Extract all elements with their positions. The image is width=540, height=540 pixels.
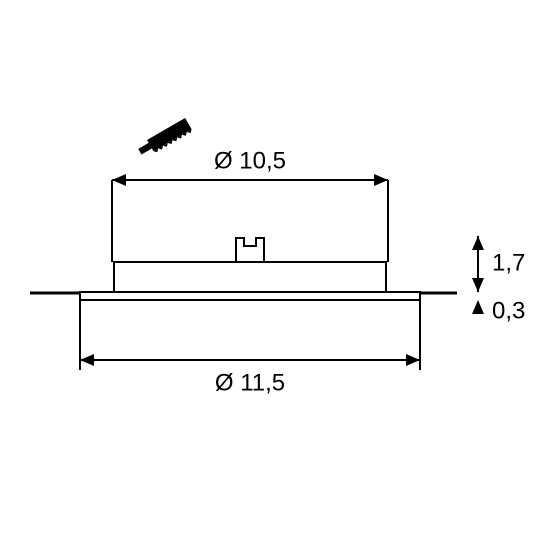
label-outer-diameter: Ø 11,5 [215, 369, 285, 396]
hole-saw-icon [137, 118, 193, 160]
label-body-height: 1,7 [492, 249, 525, 276]
label-cutout-diameter: Ø 10,5 [214, 147, 286, 174]
fixture-profile [80, 238, 420, 300]
label-flange-thickness: 0,3 [492, 297, 525, 324]
